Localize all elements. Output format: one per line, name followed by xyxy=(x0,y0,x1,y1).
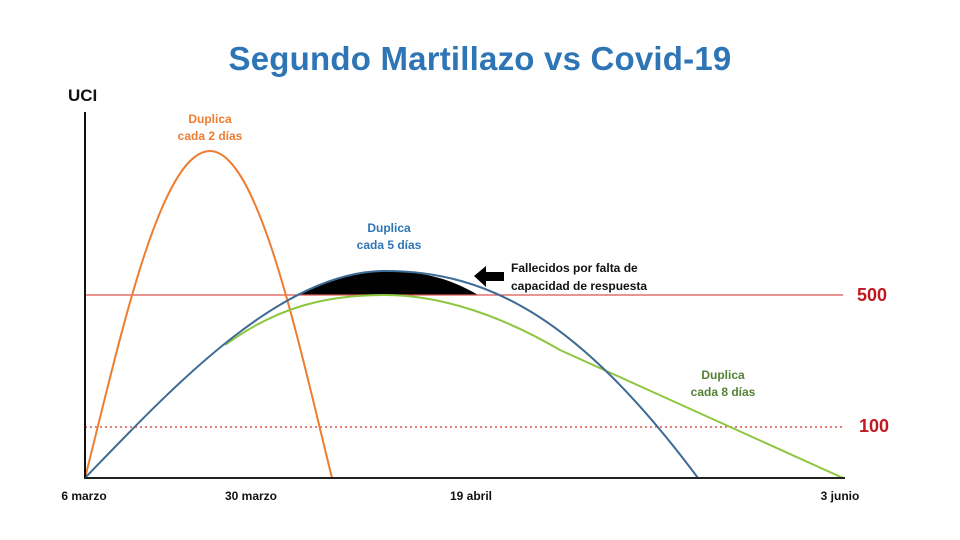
label-doubling-8-days: Duplica cada 8 días xyxy=(673,367,773,401)
label-line2: cada 5 días xyxy=(356,238,422,252)
curve-doubling-8-days xyxy=(224,293,844,479)
annotation-line2: capacidad de respuesta xyxy=(511,279,648,293)
chart-title: Segundo Martillazo vs Covid-19 xyxy=(228,40,732,77)
level-500-label: 500 xyxy=(857,285,888,305)
curve-doubling-2-days xyxy=(84,149,333,479)
label-line2: cada 8 días xyxy=(690,385,756,399)
annotation-line1: Fallecidos por falta de xyxy=(511,261,638,275)
arrow-left-icon xyxy=(474,266,504,287)
level-100-label: 100 xyxy=(859,416,890,436)
x-tick-30-marzo: 30 marzo xyxy=(224,489,278,503)
label-doubling-2-days: Duplica cada 2 días xyxy=(160,111,260,145)
x-tick-19-abril: 19 abril xyxy=(449,489,493,503)
label-line2: cada 2 días xyxy=(177,129,243,143)
label-line1: Duplica xyxy=(701,368,745,382)
label-line1: Duplica xyxy=(188,112,232,126)
x-tick-3-junio: 3 junio xyxy=(820,489,860,503)
curve-doubling-5-days xyxy=(84,269,699,479)
annotation-deaths: Fallecidos por falta de capacidad de res… xyxy=(511,259,647,295)
x-tick-6-marzo: 6 marzo xyxy=(61,489,107,503)
y-axis-label: UCI xyxy=(68,86,98,105)
label-line1: Duplica xyxy=(367,221,411,235)
label-doubling-5-days: Duplica cada 5 días xyxy=(339,220,439,254)
